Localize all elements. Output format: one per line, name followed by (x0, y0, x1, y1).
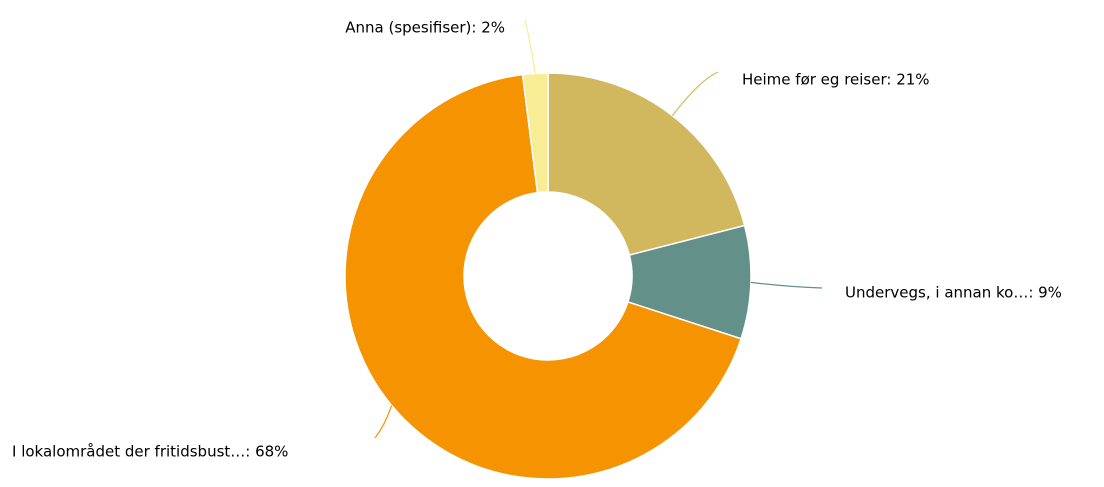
leader-line (671, 71, 719, 116)
slice (521, 72, 549, 194)
slice (344, 73, 743, 480)
leader-line (524, 19, 536, 74)
slice-label: Undervegs, i annan ko…: 9% (845, 284, 1062, 302)
slice-label: Anna (spesifiser): 2% (345, 19, 505, 37)
slice-label: Heime før eg reiser: 21% (742, 71, 930, 89)
leader-line (374, 405, 393, 439)
leader-line (750, 281, 823, 289)
slice (547, 72, 746, 257)
slice-label: I lokalområdet der fritidsbust…: 68% (12, 443, 288, 461)
